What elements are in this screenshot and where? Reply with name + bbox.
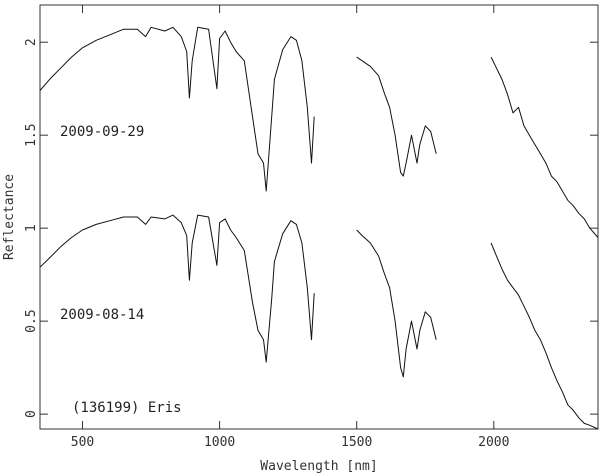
spectrum-0-segment-0 [39,26,315,192]
x-tick-label-3: 2000 [478,435,509,450]
y-tick-label-2: 1 [24,224,39,232]
spectrum-0-segment-1 [356,56,437,177]
plot-frame [39,4,599,430]
spectrum-1-segment-2 [490,242,599,430]
spectrum-1-segment-0 [39,214,315,363]
y-tick-label-0: 0 [24,410,39,418]
x-tick-label-1: 1000 [204,435,235,450]
y-tick-label-3: 1.5 [24,123,39,146]
x-axis-title: Wavelength [nm] [260,459,377,474]
object-name-label: (136199) Eris [72,400,182,416]
x-axis: 500 1000 1500 2000 [71,5,509,450]
x-tick-label-2: 1500 [341,435,372,450]
x-tick-label-0: 500 [71,435,94,450]
lower-spectrum-date-label: 2009-08-14 [60,307,144,323]
spectrum-1-segment-1 [356,229,437,378]
series-layer [39,26,599,430]
upper-spectrum-date-label: 2009-09-29 [60,124,144,140]
y-axis-title: Reflectance [2,174,17,260]
y-tick-label-1: 0.5 [24,309,39,332]
y-tick-label-4: 2 [24,38,39,46]
spectrum-0-segment-2 [490,56,599,238]
y-axis: 0 0.5 1 1.5 2 [24,38,598,418]
